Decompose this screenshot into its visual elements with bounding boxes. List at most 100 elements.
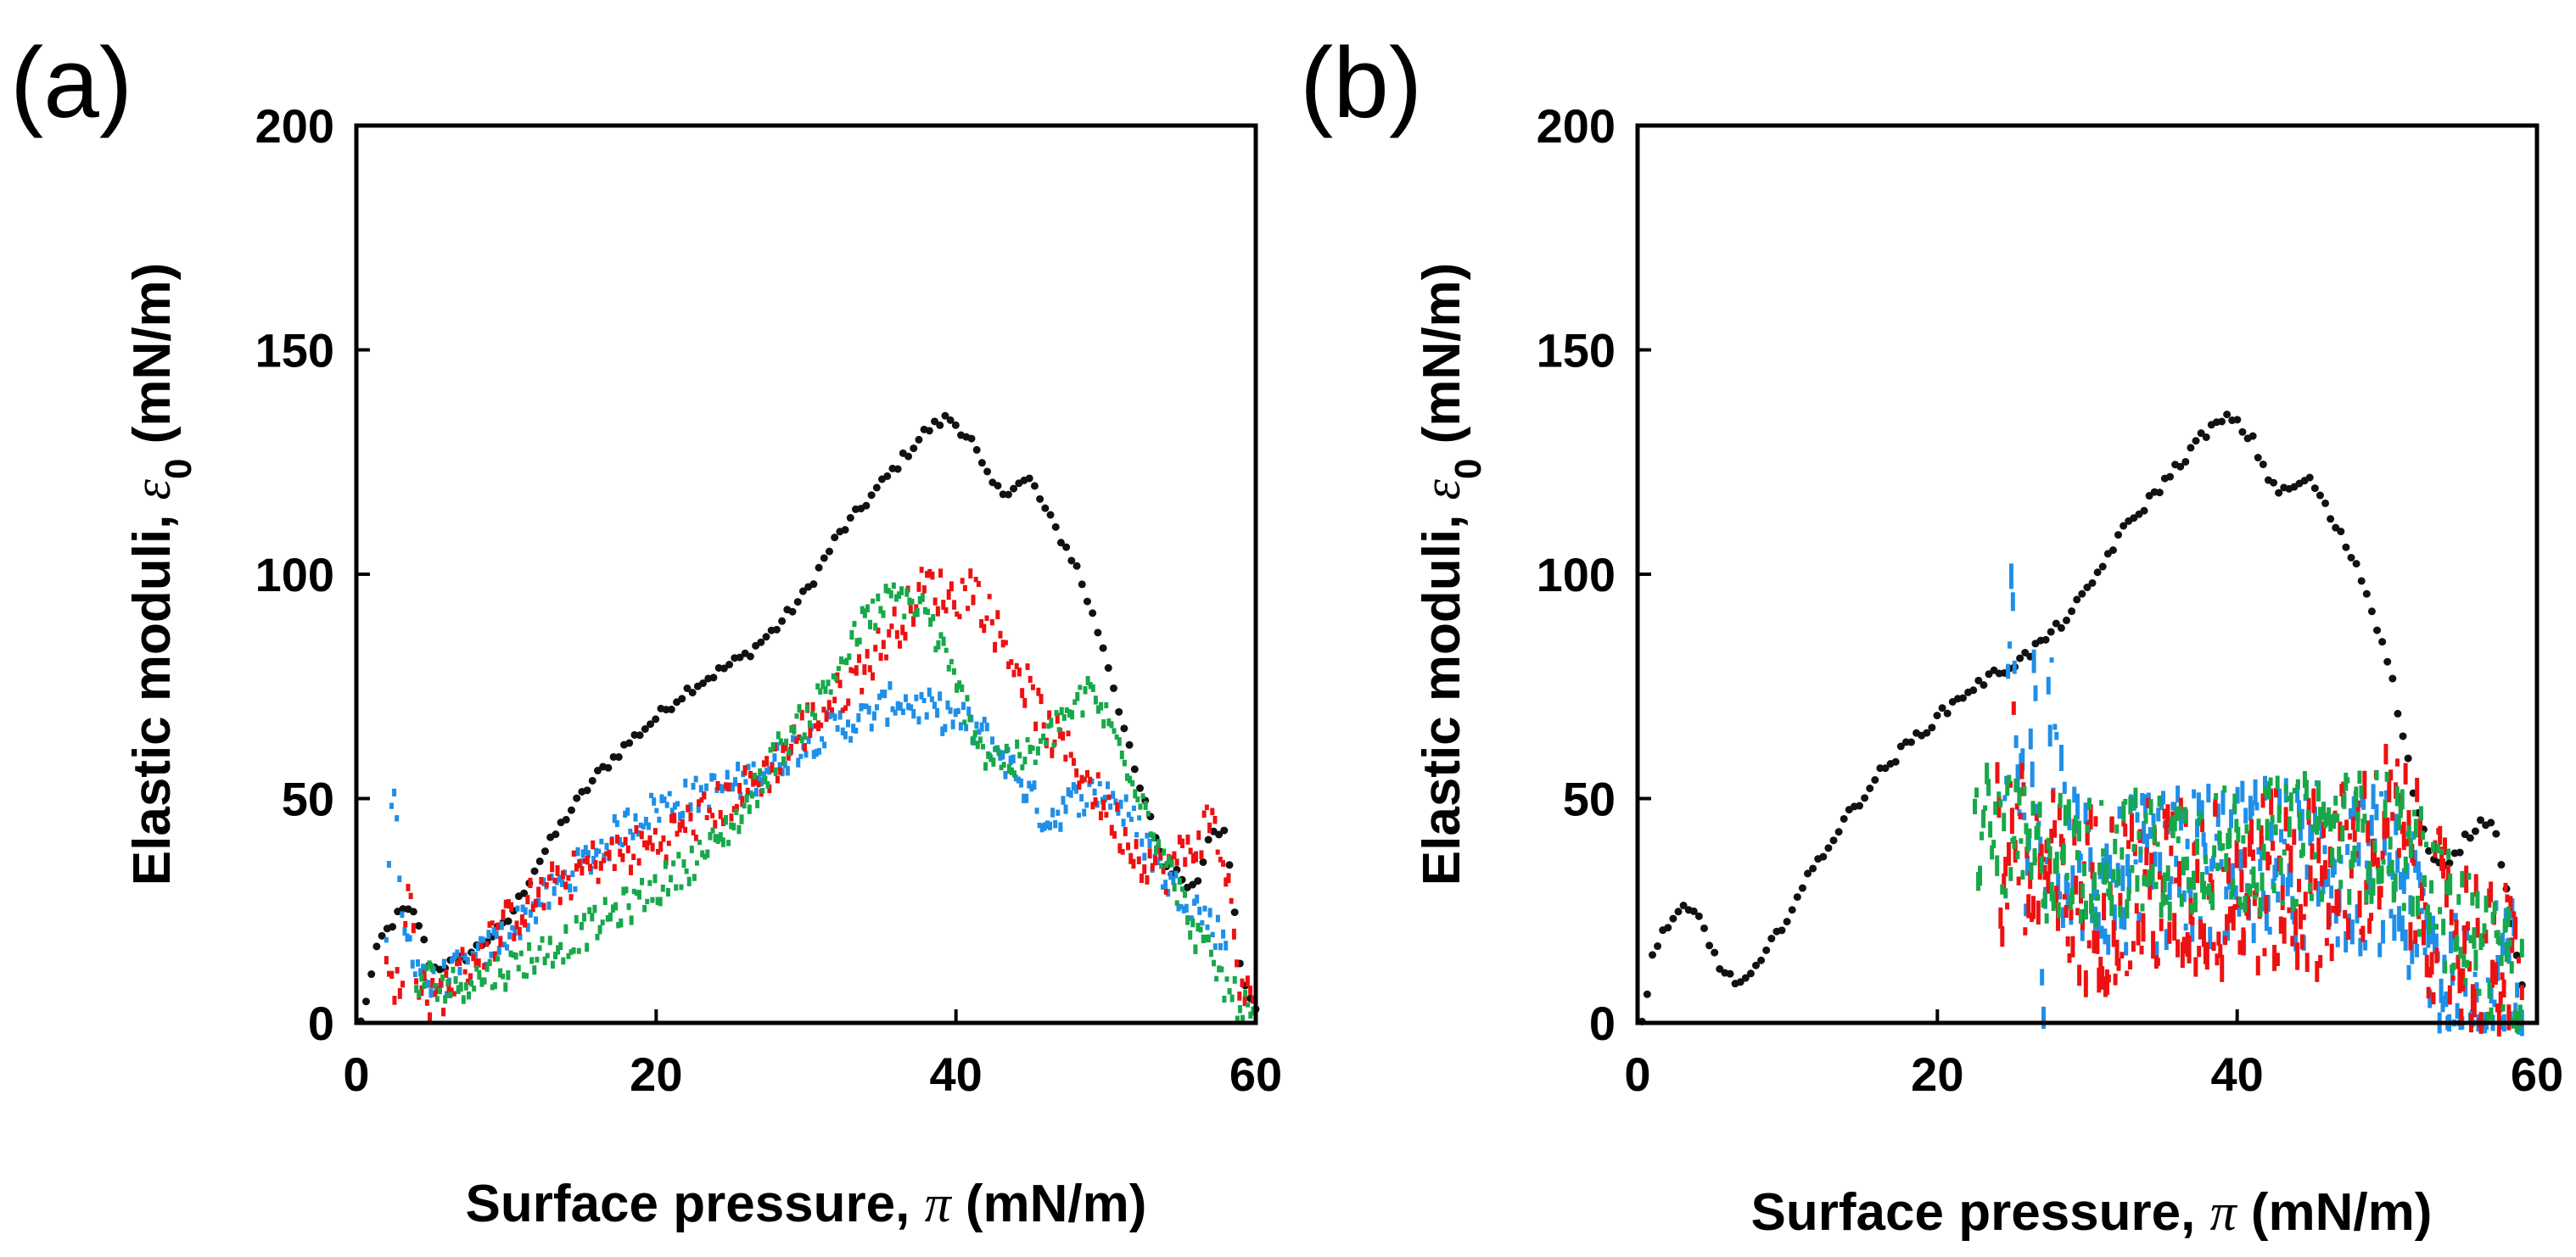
data-point-blue xyxy=(2015,764,2020,791)
data-point-green xyxy=(2288,792,2293,812)
data-point-green xyxy=(2212,845,2217,858)
data-point-green xyxy=(642,904,647,913)
data-point-green xyxy=(2160,892,2165,907)
data-point-green xyxy=(2162,872,2167,893)
data-point-black xyxy=(725,661,734,669)
data-point-blue xyxy=(2164,929,2169,951)
data-point-blue xyxy=(2388,908,2394,919)
data-point-red xyxy=(2092,930,2097,953)
data-point-blue xyxy=(2256,846,2261,855)
data-point-green xyxy=(2422,874,2427,887)
data-point-blue xyxy=(2151,813,2156,826)
data-point-green xyxy=(419,974,424,982)
data-point-blue xyxy=(1056,809,1061,816)
data-point-green xyxy=(1991,840,1996,849)
data-point-green xyxy=(631,888,636,895)
data-point-green xyxy=(608,912,613,922)
data-point-green xyxy=(944,647,949,653)
data-point-black xyxy=(609,752,618,761)
data-point-green xyxy=(2398,802,2403,818)
data-point-blue xyxy=(2075,793,2080,820)
data-point-blue xyxy=(2227,882,2232,891)
data-point-red xyxy=(1172,851,1177,860)
data-point-blue xyxy=(2176,785,2181,803)
data-point-black xyxy=(2068,607,2076,616)
y-tick-label-b: 50 xyxy=(1563,773,1616,826)
x-tick-label-a: 60 xyxy=(1229,1048,1282,1101)
data-point-black xyxy=(504,917,512,925)
data-point-blue xyxy=(2299,808,2304,830)
data-point-blue xyxy=(816,747,821,755)
data-point-green xyxy=(999,764,1004,771)
data-point-green xyxy=(624,886,629,894)
data-point-green xyxy=(487,958,492,967)
data-point-red xyxy=(2377,885,2382,910)
data-point-red xyxy=(1063,754,1068,762)
data-point-green xyxy=(2327,807,2332,822)
data-point-red xyxy=(582,858,587,864)
data-point-blue xyxy=(837,710,843,720)
data-point-red xyxy=(1199,850,1204,859)
data-point-black xyxy=(1089,609,1097,617)
data-point-black xyxy=(967,434,976,443)
data-point-green xyxy=(587,907,592,914)
data-point-red xyxy=(2062,894,2067,900)
data-point-red xyxy=(2308,865,2313,895)
data-point-green xyxy=(2096,894,2101,901)
data-point-blue xyxy=(1034,807,1039,814)
data-point-blue xyxy=(2096,912,2101,939)
data-point-blue xyxy=(804,751,809,758)
data-point-green xyxy=(1188,930,1193,940)
data-point-black xyxy=(2108,546,2117,555)
data-point-green xyxy=(547,936,552,946)
data-point-red xyxy=(2070,936,2075,958)
data-point-green xyxy=(590,913,595,922)
data-point-green xyxy=(2381,858,2386,865)
data-point-red xyxy=(715,780,720,791)
data-point-green xyxy=(2406,824,2411,840)
data-point-green xyxy=(456,985,461,994)
data-point-blue xyxy=(507,931,512,940)
data-point-green xyxy=(2502,919,2507,933)
data-point-blue xyxy=(2035,803,2040,817)
data-point-black xyxy=(1046,511,1055,519)
data-point-black xyxy=(1689,907,1698,915)
data-point-red xyxy=(2090,862,2095,880)
data-point-green xyxy=(1088,682,1093,690)
data-point-green xyxy=(2222,785,2227,793)
data-point-red xyxy=(900,624,905,635)
data-point-blue xyxy=(2052,723,2058,730)
data-point-blue xyxy=(1029,784,1034,792)
data-point-red xyxy=(737,782,742,794)
data-point-red xyxy=(2272,944,2277,971)
data-point-green xyxy=(2237,897,2243,906)
data-point-blue xyxy=(2088,846,2093,872)
data-point-red xyxy=(2218,944,2223,958)
data-point-red xyxy=(2313,878,2318,891)
data-point-red xyxy=(932,597,938,606)
data-point-red xyxy=(2516,957,2521,964)
data-point-red xyxy=(894,629,899,640)
data-point-red xyxy=(2282,917,2287,944)
data-point-green xyxy=(760,787,765,794)
data-point-green xyxy=(2044,913,2049,924)
data-point-black xyxy=(2078,589,2086,598)
data-point-blue xyxy=(2012,660,2017,674)
data-point-black xyxy=(1798,884,1806,892)
data-point-green xyxy=(1206,934,1211,943)
data-point-green xyxy=(857,637,862,645)
data-point-blue xyxy=(767,766,772,775)
data-point-green xyxy=(893,594,899,602)
data-point-blue xyxy=(2397,906,2402,932)
data-point-green xyxy=(868,619,873,629)
data-point-green xyxy=(1145,810,1151,817)
data-point-green xyxy=(718,832,723,842)
data-point-green xyxy=(883,584,888,594)
data-point-black xyxy=(1943,709,1952,718)
data-point-blue xyxy=(2126,869,2131,894)
data-point-black xyxy=(1078,580,1086,589)
data-point-blue xyxy=(1024,793,1029,803)
data-point-red xyxy=(2052,820,2058,838)
data-point-green xyxy=(2165,865,2170,881)
data-point-green xyxy=(758,768,763,777)
